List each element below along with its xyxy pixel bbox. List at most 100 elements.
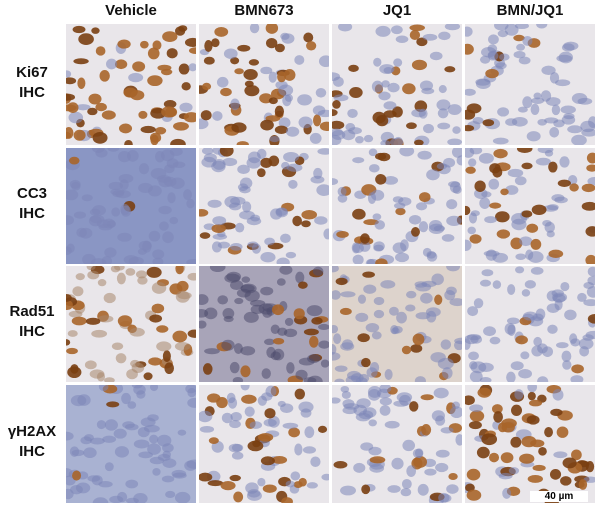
cell-nucleus xyxy=(231,451,244,460)
cell-nucleus xyxy=(352,254,364,264)
cell-nucleus xyxy=(474,180,486,192)
cell-nucleus xyxy=(429,51,443,61)
cell-nucleus xyxy=(391,327,400,335)
cell-nucleus xyxy=(441,234,455,242)
cell-nucleus xyxy=(204,307,218,320)
cell-nucleus xyxy=(241,394,257,404)
cell-nucleus xyxy=(187,329,196,338)
cell-nucleus xyxy=(349,86,363,98)
cell-nucleus xyxy=(510,361,524,371)
cell-nucleus xyxy=(71,316,87,326)
cell-nucleus xyxy=(294,388,306,400)
cell-nucleus xyxy=(312,105,326,116)
cell-nucleus xyxy=(550,408,563,417)
cell-nucleus xyxy=(120,204,130,215)
ihc-image-panel xyxy=(332,148,462,264)
cell-nucleus xyxy=(410,344,423,353)
cell-nucleus xyxy=(423,123,434,134)
cell-nucleus xyxy=(274,125,288,134)
cell-nucleus xyxy=(199,294,209,305)
cell-nucleus xyxy=(239,177,253,189)
cell-nucleus xyxy=(438,85,447,94)
cell-nucleus xyxy=(162,31,178,42)
cell-nucleus xyxy=(477,387,492,398)
cell-nucleus xyxy=(199,320,207,329)
cell-nucleus xyxy=(497,30,509,38)
row-method: IHC xyxy=(19,205,45,222)
cell-nucleus xyxy=(90,258,107,264)
cell-nucleus xyxy=(479,377,492,382)
cell-nucleus xyxy=(384,368,393,380)
cell-nucleus xyxy=(478,152,494,164)
cell-nucleus xyxy=(395,207,406,216)
cell-nucleus xyxy=(570,375,584,382)
cell-nucleus xyxy=(288,427,300,438)
cell-nucleus xyxy=(442,367,453,380)
cell-nucleus xyxy=(437,122,451,130)
cell-nucleus xyxy=(138,163,150,175)
cell-nucleus xyxy=(204,348,220,355)
cell-nucleus xyxy=(288,179,298,189)
cell-nucleus xyxy=(221,412,233,424)
cell-nucleus xyxy=(375,174,387,185)
cell-nucleus xyxy=(188,47,196,55)
cell-nucleus xyxy=(553,451,568,459)
cell-nucleus xyxy=(260,286,274,296)
cell-nucleus xyxy=(373,241,385,252)
cell-nucleus xyxy=(456,155,462,166)
cell-nucleus xyxy=(368,148,378,157)
ihc-image-panel xyxy=(332,24,462,145)
cell-nucleus xyxy=(147,75,163,87)
cell-nucleus xyxy=(75,104,91,111)
cell-nucleus xyxy=(467,226,476,235)
cell-nucleus xyxy=(309,132,322,144)
cell-nucleus xyxy=(498,422,508,433)
cell-nucleus xyxy=(152,40,162,51)
cell-nucleus xyxy=(488,34,499,45)
cell-nucleus xyxy=(484,216,497,224)
cell-nucleus xyxy=(341,390,351,399)
cell-nucleus xyxy=(465,88,476,96)
cell-nucleus xyxy=(355,136,364,144)
cell-nucleus xyxy=(561,350,572,363)
cell-nucleus xyxy=(260,66,273,75)
cell-nucleus xyxy=(435,449,450,458)
cell-nucleus xyxy=(199,209,209,217)
cell-nucleus xyxy=(465,166,476,174)
cell-nucleus xyxy=(245,482,259,494)
cell-nucleus xyxy=(445,286,457,296)
cell-nucleus xyxy=(526,223,539,233)
cell-nucleus xyxy=(81,194,93,202)
cell-nucleus xyxy=(387,82,400,93)
cell-nucleus xyxy=(562,360,572,370)
cell-nucleus xyxy=(186,258,196,264)
cell-nucleus xyxy=(99,70,110,82)
cell-nucleus xyxy=(492,137,509,145)
cell-nucleus xyxy=(419,80,434,91)
cell-nucleus xyxy=(286,163,303,172)
cell-nucleus xyxy=(162,450,171,459)
cell-nucleus xyxy=(469,410,485,422)
cell-nucleus xyxy=(68,310,83,318)
cell-nucleus xyxy=(391,457,404,470)
cell-nucleus xyxy=(367,385,382,398)
cell-nucleus xyxy=(72,286,84,297)
cell-nucleus xyxy=(521,162,533,170)
cell-nucleus xyxy=(571,449,582,461)
cell-nucleus xyxy=(542,219,552,227)
cell-nucleus xyxy=(588,116,595,128)
cell-nucleus xyxy=(577,97,593,105)
cell-nucleus xyxy=(230,57,240,65)
cell-nucleus xyxy=(527,391,536,401)
cell-nucleus xyxy=(521,289,531,297)
cell-nucleus xyxy=(519,236,533,247)
cell-nucleus xyxy=(122,421,135,429)
cell-nucleus xyxy=(546,230,555,238)
cell-nucleus xyxy=(483,326,496,337)
ihc-image-panel xyxy=(199,385,329,503)
cell-nucleus xyxy=(417,483,429,496)
cell-nucleus xyxy=(420,394,434,401)
cell-nucleus xyxy=(469,234,482,244)
cell-nucleus xyxy=(203,153,217,163)
cell-nucleus xyxy=(409,401,419,412)
